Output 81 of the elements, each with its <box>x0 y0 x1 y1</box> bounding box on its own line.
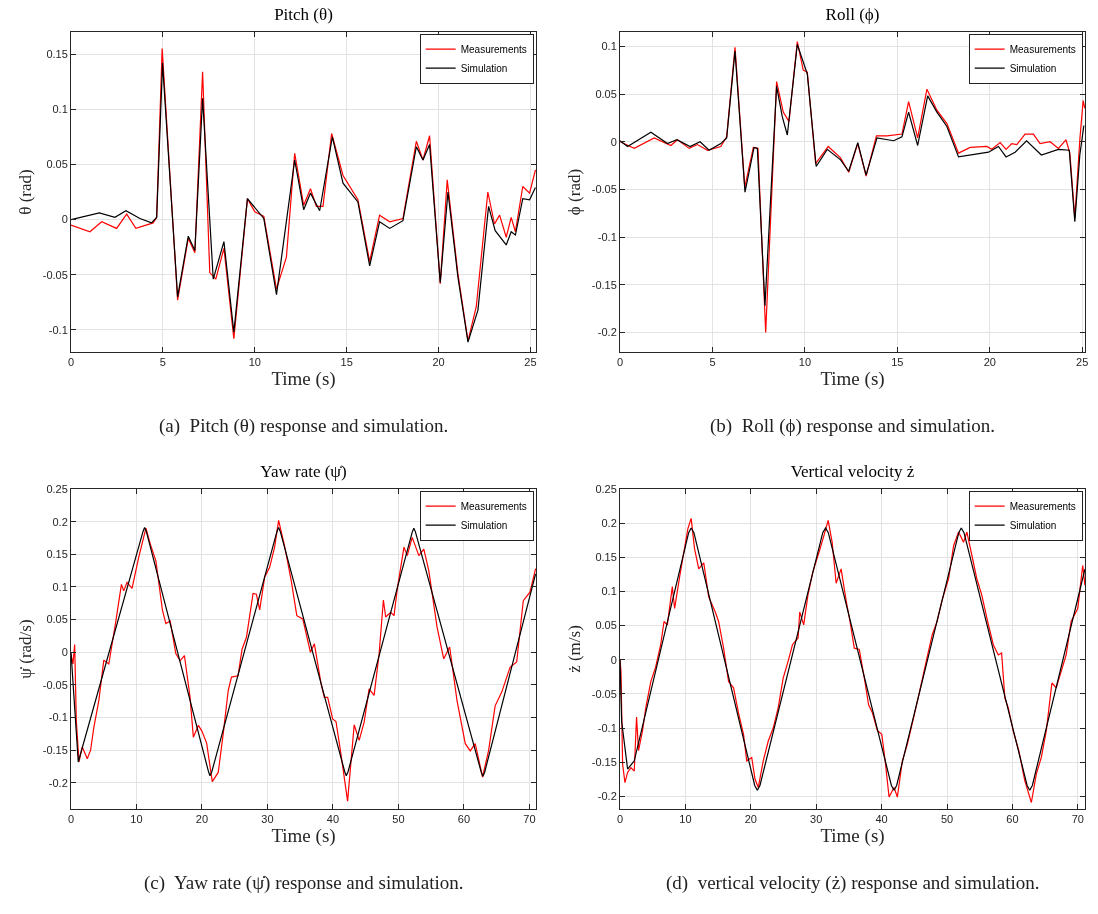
y-tick-label: -0.05 <box>42 678 68 691</box>
x-tick-label: 25 <box>524 356 537 369</box>
y-tick-label: -0.1 <box>48 323 68 336</box>
x-tick-label: 60 <box>457 813 471 826</box>
y-tick-label: 0.05 <box>46 613 68 626</box>
y-tick-label: -0.1 <box>597 721 617 734</box>
x-tick-label: 30 <box>810 813 823 826</box>
legend-label: Measurements <box>460 501 527 512</box>
y-tick-label: 0.05 <box>46 158 68 171</box>
x-tick-label: 5 <box>709 356 716 369</box>
text: (a) Pitch (θ) response and simulation. <box>159 415 449 437</box>
legend-label: Measurements <box>460 44 527 55</box>
chart-title: Roll (ϕ) <box>825 4 880 24</box>
y-tick-label: 0.1 <box>601 40 617 53</box>
y-axis-title: θ (rad) <box>16 169 36 215</box>
x-tick-label: 50 <box>392 813 405 826</box>
x-tick-label: 10 <box>679 813 692 826</box>
legend-label: Simulation <box>1009 520 1057 531</box>
legend-label: Measurements <box>1009 501 1076 512</box>
chart-title: Vertical velocity ż <box>790 461 915 481</box>
y-tick-label: 0.1 <box>52 580 68 593</box>
y-tick-label: -0.05 <box>591 183 617 196</box>
x-tick-label: 5 <box>159 356 166 369</box>
y-tick-label: 0 <box>61 213 68 226</box>
y-axis-title: ϕ (rad) <box>565 168 585 216</box>
x-tick-label: 15 <box>891 356 904 369</box>
legend-label: Measurements <box>1009 44 1076 55</box>
text: (c) Yaw rate (ψ̇) response and simulation. <box>144 872 464 894</box>
legend-label: Simulation <box>460 63 508 74</box>
y-tick-label: -0.15 <box>591 756 617 769</box>
y-tick-label: -0.2 <box>597 790 617 803</box>
x-tick-label: 10 <box>798 356 812 369</box>
x-tick-label: 20 <box>744 813 757 826</box>
x-axis-title: Time (s) <box>271 368 336 390</box>
y-axis-title: ż (m/s) <box>565 625 585 673</box>
x-axis-title: Time (s) <box>820 368 885 390</box>
y-tick-label: -0.15 <box>42 744 68 757</box>
y-tick-label: -0.05 <box>591 687 617 700</box>
y-tick-label: 0.15 <box>595 551 617 564</box>
x-tick-label: 70 <box>1071 813 1084 826</box>
y-axis-title: ψ̇ (rad/s) <box>16 619 36 679</box>
legend-label: Simulation <box>460 520 508 531</box>
x-tick-label: 20 <box>195 813 209 826</box>
text: (b) Roll (ϕ) response and simulation. <box>710 415 995 437</box>
x-tick-label: 10 <box>248 356 261 369</box>
x-tick-label: 10 <box>130 813 143 826</box>
x-tick-label: 60 <box>1006 813 1019 826</box>
x-tick-label: 50 <box>940 813 954 826</box>
y-tick-label: -0.15 <box>591 278 617 291</box>
x-tick-label: 20 <box>983 356 996 369</box>
y-tick-label: 0.25 <box>46 482 68 495</box>
x-tick-label: 70 <box>523 813 536 826</box>
x-tick-label: 15 <box>340 356 353 369</box>
y-tick-label: 0.1 <box>601 585 617 598</box>
y-tick-label: 0 <box>610 653 617 666</box>
y-tick-label: 0.05 <box>595 87 617 100</box>
y-tick-label: -0.1 <box>597 230 617 243</box>
y-tick-label: -0.1 <box>48 711 68 724</box>
text: (d) vertical velocity (ż) response and simulation. <box>666 872 1040 894</box>
y-tick-label: 0.1 <box>52 103 68 116</box>
y-tick-label: 0.2 <box>601 517 617 529</box>
y-tick-label: -0.05 <box>42 268 68 281</box>
y-tick-label: 0 <box>61 646 68 659</box>
y-tick-label: 0.2 <box>52 515 68 528</box>
y-tick-label: 0.15 <box>46 47 68 60</box>
y-tick-label: 0.15 <box>46 548 68 561</box>
x-tick-label: 30 <box>261 813 274 826</box>
chart-title: Pitch (θ) <box>274 4 333 24</box>
x-axis-title: Time (s) <box>820 825 885 848</box>
y-tick-label: -0.2 <box>48 776 68 789</box>
y-tick-label: 0.25 <box>595 482 617 495</box>
x-tick-label: 40 <box>326 813 340 826</box>
x-axis-title: Time (s) <box>271 825 336 848</box>
y-tick-label: -0.2 <box>597 326 617 339</box>
chart-title: Yaw rate (ψ̇) <box>260 461 347 481</box>
legend-label: Simulation <box>1009 63 1057 74</box>
y-tick-label: 0 <box>610 135 617 148</box>
y-tick-label: 0.05 <box>595 619 617 632</box>
x-tick-label: 25 <box>1076 356 1089 369</box>
x-tick-label: 20 <box>432 356 445 369</box>
x-tick-label: 40 <box>875 813 888 826</box>
